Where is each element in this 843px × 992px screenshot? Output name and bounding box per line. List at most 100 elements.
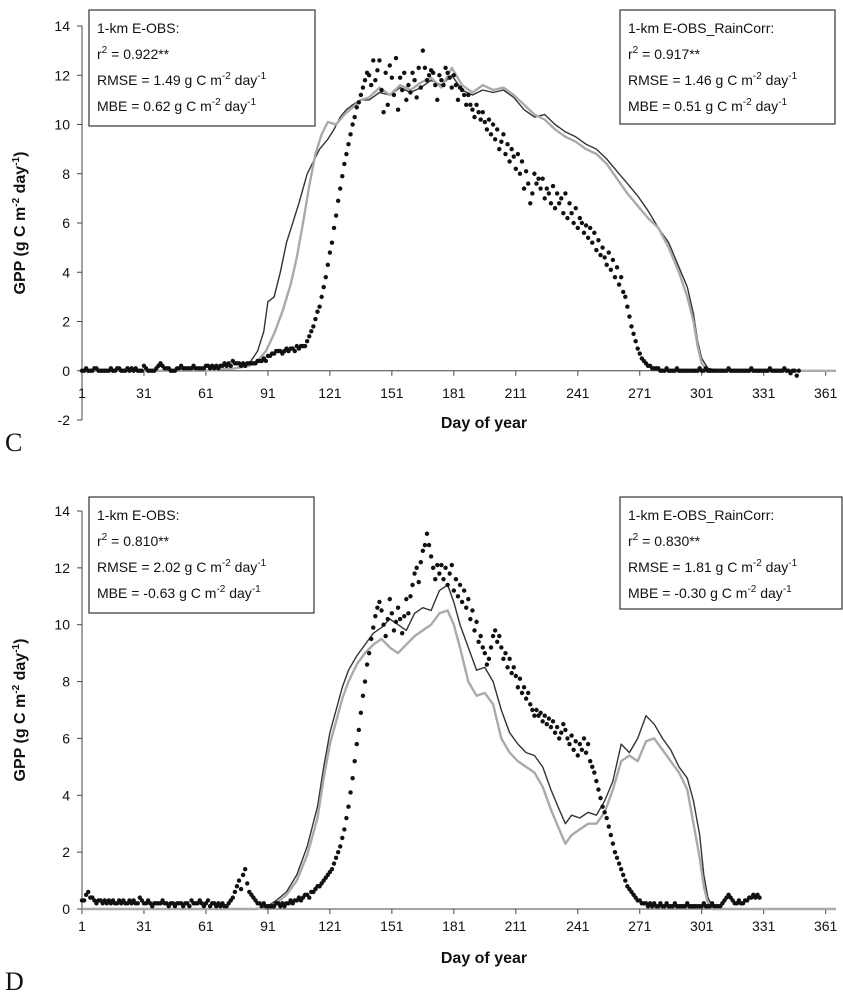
observed-gpp-point (379, 87, 384, 93)
observed-gpp-point (338, 186, 343, 191)
observed-gpp-point (472, 628, 477, 633)
x-tick-label: 91 (260, 385, 276, 401)
observed-gpp-point (550, 719, 556, 724)
observed-gpp-point (373, 77, 378, 83)
observed-gpp-point (559, 730, 564, 735)
stats-line: MBE = 0.62 g C m-2 day-1 (97, 97, 256, 114)
stats-line: MBE = -0.30 g C m-2 day-1 (628, 584, 792, 601)
observed-gpp-point (614, 855, 620, 861)
observed-gpp-point (492, 628, 498, 633)
observed-gpp-point (443, 65, 448, 71)
observed-gpp-point (464, 102, 469, 108)
y-tick-label: 0 (62, 901, 70, 917)
observed-gpp-point (329, 240, 335, 245)
observed-gpp-point (468, 102, 473, 108)
observed-gpp-point (596, 238, 601, 243)
observed-gpp-point (554, 724, 560, 730)
observed-gpp-point (528, 201, 533, 206)
observed-gpp-point (478, 117, 483, 122)
stats-line: r2 = 0.922** (97, 45, 170, 62)
y-axis-title: GPP (g C m-2 day-1) (11, 639, 29, 782)
observed-gpp-point (563, 727, 568, 733)
observed-gpp-point (416, 579, 421, 585)
observed-gpp-point (501, 656, 506, 662)
observed-gpp-point (238, 886, 244, 892)
observed-gpp-point (629, 324, 634, 329)
observed-gpp-point (486, 656, 492, 662)
observed-gpp-point (621, 872, 626, 878)
observed-gpp-point (470, 107, 475, 112)
observed-gpp-point (488, 645, 494, 650)
observed-gpp-point (449, 562, 454, 568)
x-tick-label: 61 (198, 918, 214, 934)
observed-gpp-point (608, 267, 614, 272)
observed-gpp-point (81, 898, 87, 903)
x-tick-label: 181 (442, 385, 466, 401)
observed-gpp-point (319, 294, 324, 300)
observed-gpp-point (344, 151, 349, 157)
observed-gpp-point (371, 625, 376, 630)
observed-gpp-point (526, 181, 531, 186)
observed-gpp-point (410, 70, 415, 75)
observed-gpp-point (598, 795, 603, 801)
observed-gpp-point (596, 787, 601, 792)
observed-gpp-point (340, 835, 345, 841)
observed-gpp-point (455, 97, 461, 103)
y-tick-label: 14 (54, 18, 70, 34)
observed-gpp-point (590, 240, 595, 245)
stats-line: 1-km E-OBS_RainCorr: (628, 507, 774, 523)
y-tick-label: 6 (62, 215, 70, 231)
observed-gpp-point (466, 92, 471, 98)
observed-gpp-point (389, 611, 395, 616)
stats-line: r2 = 0.917** (628, 45, 701, 62)
observed-gpp-point (410, 582, 415, 588)
panel-letter: C (5, 428, 22, 457)
observed-gpp-point (492, 137, 498, 142)
observed-gpp-point (466, 596, 471, 602)
observed-gpp-point (495, 127, 500, 132)
x-axis-title: Day of year (441, 950, 527, 967)
y-tick-label: 6 (62, 730, 70, 746)
observed-gpp-point (497, 146, 502, 152)
observed-gpp-point (344, 815, 349, 821)
observed-gpp-point (418, 559, 423, 565)
observed-gpp-point (519, 690, 525, 696)
observed-gpp-point (439, 77, 444, 83)
observed-gpp-point (85, 889, 91, 895)
observed-gpp-point (412, 77, 417, 83)
observed-gpp-point (534, 707, 539, 713)
observed-gpp-point (430, 565, 436, 571)
observed-gpp-point (556, 201, 562, 206)
observed-gpp-point (532, 171, 537, 176)
observed-gpp-point (544, 186, 549, 191)
observed-gpp-point (509, 670, 514, 676)
observed-gpp-point (228, 363, 233, 369)
observed-gpp-point (464, 605, 469, 610)
observed-gpp-point (375, 68, 380, 73)
observed-gpp-point (435, 97, 440, 103)
stats-box-top-right: 1-km E-OBS_RainCorr: r2 = 0.917** RMSE = 1… (619, 9, 836, 125)
observed-gpp-point (554, 191, 560, 196)
observed-gpp-point (205, 898, 211, 903)
stats-line: 1-km E-OBS: (97, 20, 179, 36)
observed-gpp-point (420, 48, 426, 53)
observed-gpp-point (377, 58, 382, 63)
observed-gpp-point (304, 339, 310, 344)
observed-gpp-point (397, 616, 403, 622)
observed-gpp-point (433, 82, 438, 88)
observed-gpp-point (329, 867, 335, 872)
observed-gpp-point (577, 741, 583, 747)
observed-gpp-point (794, 373, 799, 378)
observed-gpp-point (302, 343, 308, 349)
observed-gpp-point (424, 77, 430, 83)
observed-gpp-point (379, 608, 384, 613)
observed-gpp-point (373, 613, 378, 619)
observed-gpp-point (526, 690, 531, 696)
observed-gpp-point (356, 727, 362, 733)
observed-gpp-point (614, 265, 620, 270)
observed-gpp-point (135, 901, 140, 906)
observed-gpp-point (242, 867, 248, 872)
observed-gpp-point (402, 70, 407, 75)
y-tick-label: 4 (62, 787, 70, 803)
observed-gpp-point (538, 186, 543, 191)
